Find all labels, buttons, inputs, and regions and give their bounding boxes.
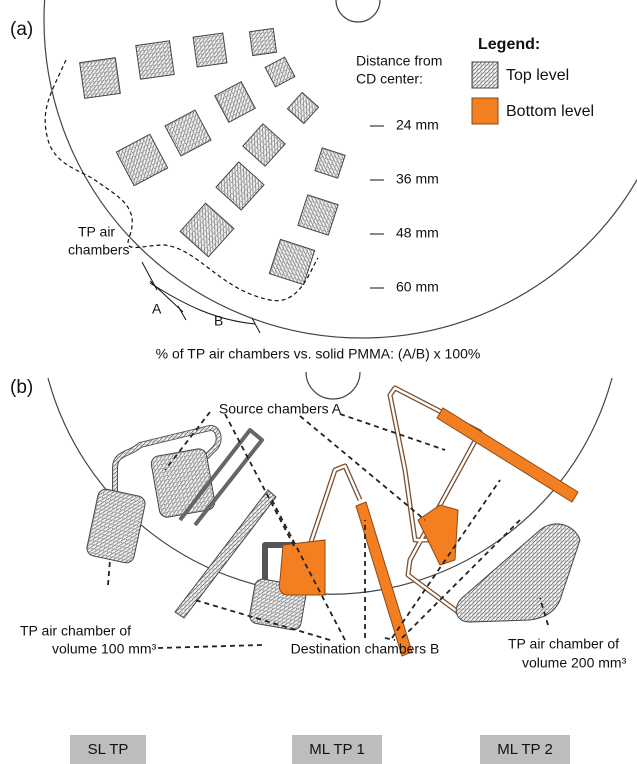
panel-b: (b) Source chambers A TP air chamber of … (10, 371, 627, 764)
disc-edge (43, 0, 637, 339)
tick (251, 317, 261, 334)
destination-chamber (436, 407, 579, 503)
legend-swatch (471, 61, 499, 89)
distance-title: CD center: (356, 71, 423, 87)
channel (113, 426, 221, 500)
channel (178, 428, 264, 527)
chamber (79, 57, 121, 99)
tp-label: TP air (78, 224, 115, 240)
device-tag (292, 735, 382, 764)
distance-label: 48 mm (396, 225, 439, 241)
tp-label: chambers (68, 242, 129, 258)
panel-label: (a) (10, 19, 33, 40)
leader (107, 559, 263, 649)
device-tag (480, 735, 570, 764)
segment-label: A (152, 301, 162, 317)
destination-chamber (355, 501, 413, 657)
chamber (286, 91, 320, 125)
source-chamber (86, 488, 146, 564)
tp200-label: volume 200 mm³ (522, 655, 627, 671)
device-tag (70, 735, 146, 764)
tp-air-chamber-outline (44, 59, 319, 302)
center-hole (335, 0, 381, 23)
dimension-b (149, 282, 256, 325)
leader (164, 411, 446, 549)
source-label: Source chambers A (219, 401, 342, 417)
distance-label: 60 mm (396, 279, 439, 295)
legend-item: Top level (506, 67, 569, 84)
source-chamber (417, 504, 459, 566)
chamber (179, 202, 235, 258)
chamber (314, 147, 346, 179)
chamber (297, 194, 339, 236)
chamber (164, 109, 212, 157)
chamber (192, 32, 228, 68)
tp-air-chamber (455, 523, 581, 623)
ruler: 24 mm 36 mm 48 mm 60 mm (370, 117, 439, 295)
device-label: SL TP (88, 741, 129, 758)
destination-label: Destination chambers B (291, 641, 440, 657)
leader (194, 479, 521, 641)
formula: % of TP air chambers vs. solid PMMA: (A/… (156, 346, 481, 362)
destination-chamber (174, 489, 277, 619)
chamber (264, 56, 296, 88)
device-label: ML TP 2 (497, 741, 553, 758)
leader (539, 597, 549, 626)
legend-title: Legend: (478, 36, 540, 53)
device-label: ML TP 1 (309, 741, 365, 758)
chamber (115, 133, 169, 187)
chamber (135, 40, 175, 80)
channel (388, 386, 482, 616)
chamber (215, 161, 265, 211)
panel-label: (b) (10, 377, 33, 398)
source-chamber (278, 539, 326, 596)
legend-item: Bottom level (506, 103, 594, 120)
distance-label: 24 mm (396, 117, 439, 133)
panel-a: (a) Legend: Top level Bottom level Dista… (10, 0, 637, 362)
chamber (268, 238, 316, 286)
segment-label: B (214, 313, 223, 329)
center-hole (305, 371, 361, 400)
tp100-label: volume 100 mm³ (52, 641, 157, 657)
distance-label: 36 mm (396, 171, 439, 187)
chamber (214, 81, 256, 123)
chamber (248, 27, 278, 57)
chamber (242, 123, 286, 167)
legend-swatch (471, 97, 499, 125)
chamber-array (79, 27, 346, 286)
tp100-label: TP air chamber of (20, 623, 131, 639)
distance-title: Distance from (356, 53, 442, 69)
tp200-label: TP air chamber of (508, 636, 619, 652)
